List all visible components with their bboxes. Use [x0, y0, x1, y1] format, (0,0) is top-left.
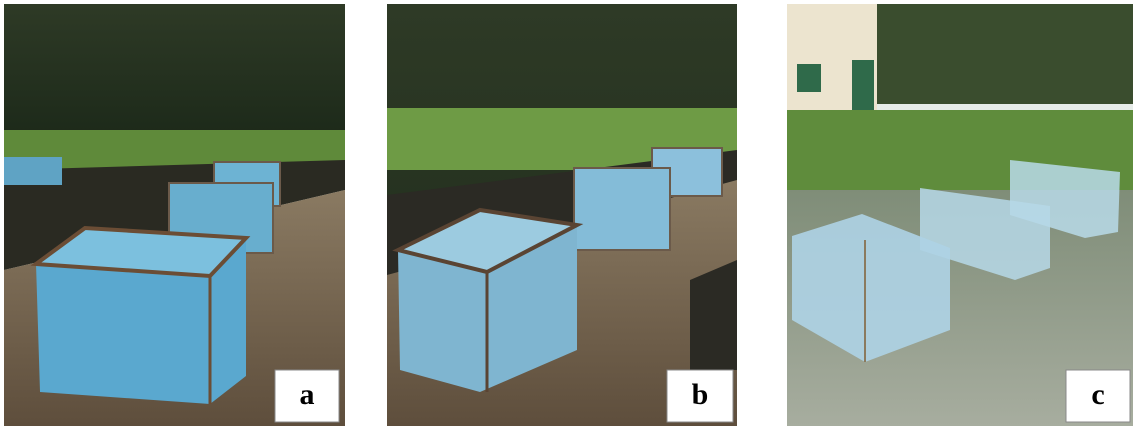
- photo-b: [387, 4, 737, 426]
- photo-c: [787, 4, 1133, 426]
- panel-label: a: [300, 378, 315, 411]
- photo-a: [4, 4, 345, 426]
- panel-label: c: [1091, 378, 1104, 411]
- panel-label: b: [692, 378, 709, 411]
- figure: a b c: [0, 0, 1140, 428]
